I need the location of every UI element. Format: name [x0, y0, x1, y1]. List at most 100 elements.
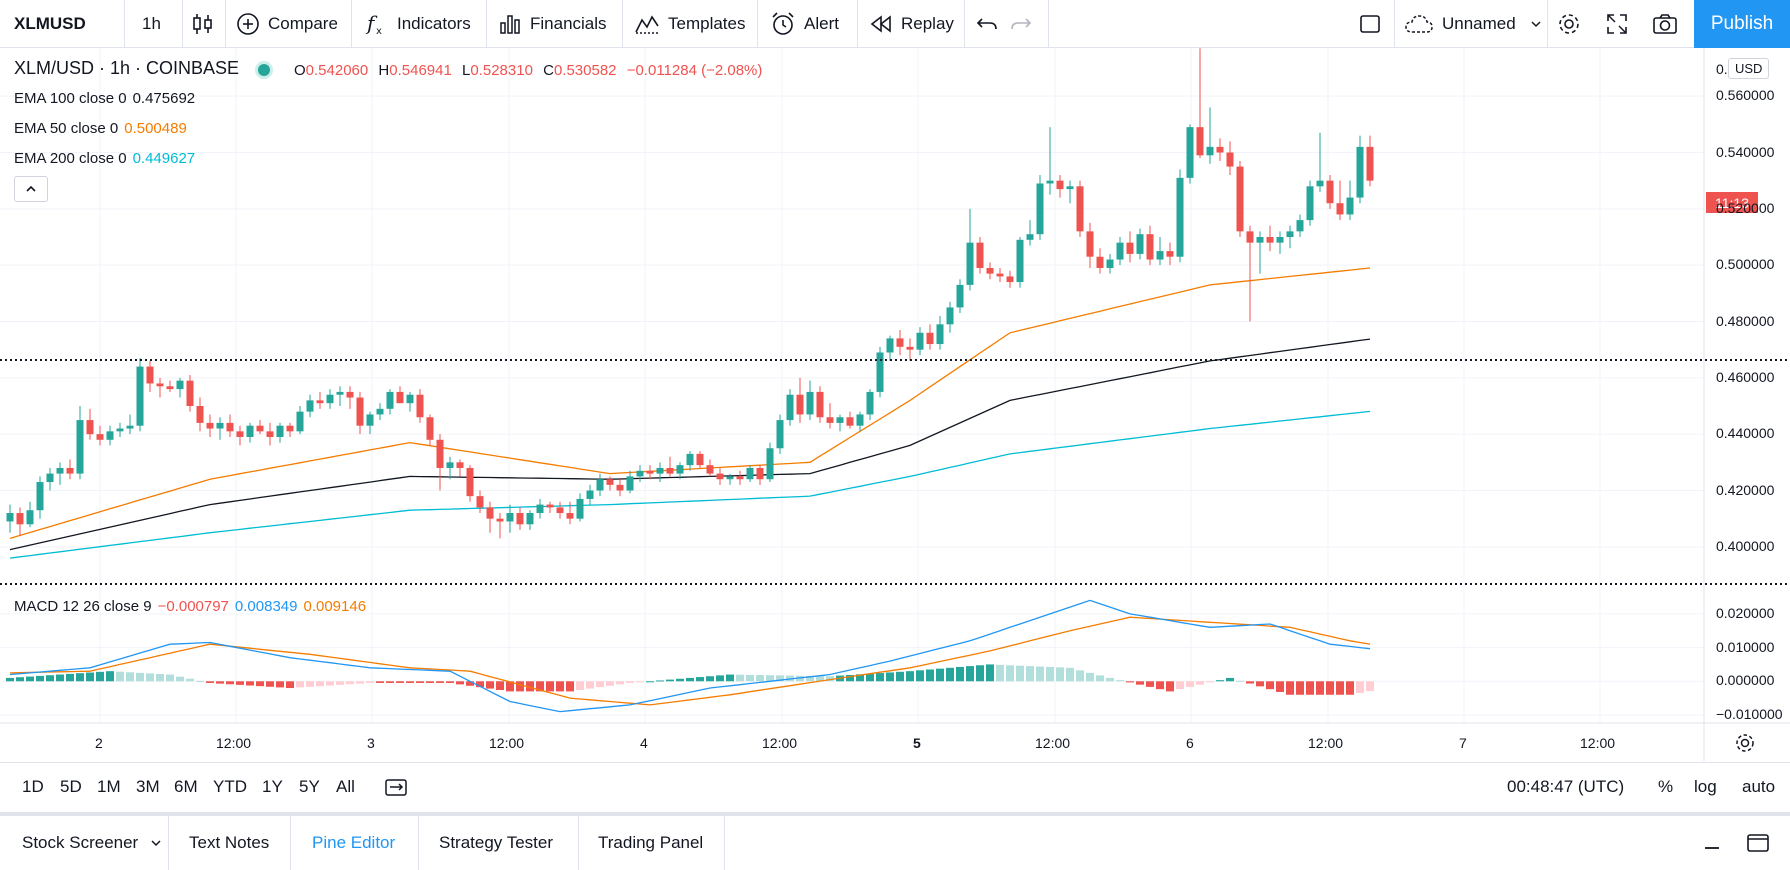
candle[interactable]	[1236, 160, 1244, 237]
candle[interactable]	[816, 386, 824, 423]
candle[interactable]	[486, 501, 494, 533]
candle[interactable]	[136, 358, 144, 432]
candle[interactable]	[1086, 222, 1094, 268]
candle[interactable]	[666, 456, 674, 477]
candle[interactable]	[646, 465, 654, 480]
candle[interactable]	[1356, 135, 1364, 204]
candle[interactable]	[996, 267, 1004, 283]
candle[interactable]	[316, 391, 324, 409]
candle[interactable]	[1006, 270, 1014, 288]
candle[interactable]	[246, 422, 254, 443]
candle[interactable]	[116, 422, 124, 437]
range-button-5d[interactable]: 5D	[60, 777, 82, 796]
candle[interactable]	[216, 417, 224, 440]
candle[interactable]	[736, 470, 744, 485]
interval-button[interactable]: 1h	[142, 0, 161, 48]
candle[interactable]	[716, 467, 724, 485]
candle[interactable]	[876, 346, 884, 398]
candle[interactable]	[1196, 48, 1204, 159]
candle[interactable]	[456, 459, 464, 477]
candle[interactable]	[596, 473, 604, 497]
candle[interactable]	[276, 422, 284, 443]
candle[interactable]	[616, 479, 624, 497]
candle[interactable]	[436, 434, 444, 491]
candle[interactable]	[526, 510, 534, 530]
chart-type-button[interactable]	[192, 0, 214, 48]
candle[interactable]	[1156, 237, 1164, 266]
tab-stock-screener[interactable]: Stock Screener	[22, 816, 162, 870]
candle[interactable]	[66, 459, 74, 480]
candle[interactable]	[756, 465, 764, 485]
candle[interactable]	[156, 377, 164, 398]
candle[interactable]	[1116, 237, 1124, 266]
candle[interactable]	[1056, 175, 1064, 198]
candle[interactable]	[1346, 180, 1354, 221]
ema200-legend[interactable]: EMA 200 close 0 0.449627	[14, 150, 201, 167]
candle[interactable]	[1276, 231, 1284, 254]
candle[interactable]	[1076, 180, 1084, 237]
range-button-1d[interactable]: 1D	[22, 777, 44, 796]
fullscreen-button[interactable]	[1605, 0, 1629, 48]
candle[interactable]	[1316, 132, 1324, 192]
candle[interactable]	[946, 301, 954, 333]
candle[interactable]	[976, 237, 984, 274]
ema200-line[interactable]	[9, 410, 1371, 559]
templates-button[interactable]: Templates	[634, 0, 745, 48]
candle[interactable]	[886, 335, 894, 361]
replay-button[interactable]: Replay	[869, 0, 954, 48]
candle[interactable]	[196, 397, 204, 432]
range-button-ytd[interactable]: YTD	[213, 777, 247, 796]
candle[interactable]	[776, 414, 784, 454]
range-button-all[interactable]: All	[336, 777, 355, 796]
candle[interactable]	[796, 377, 804, 423]
ema100-line[interactable]	[9, 338, 1371, 551]
candle[interactable]	[896, 329, 904, 356]
compare-button[interactable]: Compare	[236, 0, 338, 48]
candle[interactable]	[956, 279, 964, 314]
candle[interactable]	[676, 462, 684, 480]
publish-button[interactable]: Publish	[1694, 0, 1790, 48]
candle[interactable]	[566, 501, 574, 525]
candle[interactable]	[726, 473, 734, 485]
candle[interactable]	[446, 456, 454, 480]
candle[interactable]	[226, 414, 234, 437]
candle[interactable]	[1246, 225, 1254, 322]
log-toggle[interactable]: log	[1694, 777, 1717, 796]
candle[interactable]	[936, 315, 944, 350]
range-button-1y[interactable]: 1Y	[262, 777, 283, 796]
candle[interactable]	[1296, 214, 1304, 237]
candle[interactable]	[386, 389, 394, 415]
candle[interactable]	[336, 386, 344, 406]
candle[interactable]	[96, 425, 104, 446]
candle[interactable]	[146, 360, 154, 392]
candle[interactable]	[866, 389, 874, 421]
candle[interactable]	[806, 380, 814, 421]
candle[interactable]	[506, 504, 514, 533]
auto-toggle[interactable]: auto	[1742, 777, 1776, 796]
range-button-3m[interactable]: 3M	[136, 777, 160, 796]
percent-toggle[interactable]: %	[1658, 777, 1674, 796]
candle[interactable]	[326, 389, 334, 409]
tab-pine-editor[interactable]: Pine Editor	[312, 816, 395, 870]
candle[interactable]	[1026, 220, 1034, 246]
candle[interactable]	[1126, 231, 1134, 263]
minimize-panel-button[interactable]	[1702, 816, 1722, 870]
symbol-search-button[interactable]: XLMUSD	[14, 0, 86, 48]
candle[interactable]	[556, 501, 564, 519]
candle[interactable]	[206, 414, 214, 437]
collapse-legend-button[interactable]	[14, 176, 48, 202]
candle[interactable]	[696, 451, 704, 468]
candle[interactable]	[1166, 242, 1174, 266]
candle[interactable]	[1186, 124, 1194, 184]
candle[interactable]	[1206, 107, 1214, 164]
candle[interactable]	[636, 465, 644, 483]
candle[interactable]	[1036, 175, 1044, 240]
candle[interactable]	[746, 465, 754, 483]
goto-date-button[interactable]	[384, 763, 408, 811]
candle[interactable]	[1216, 138, 1224, 161]
candle[interactable]	[366, 411, 374, 435]
tab-strategy-tester[interactable]: Strategy Tester	[439, 816, 553, 870]
symbol-title[interactable]: XLM/USD · 1h · COINBASE	[14, 58, 240, 78]
candle[interactable]	[856, 411, 864, 432]
